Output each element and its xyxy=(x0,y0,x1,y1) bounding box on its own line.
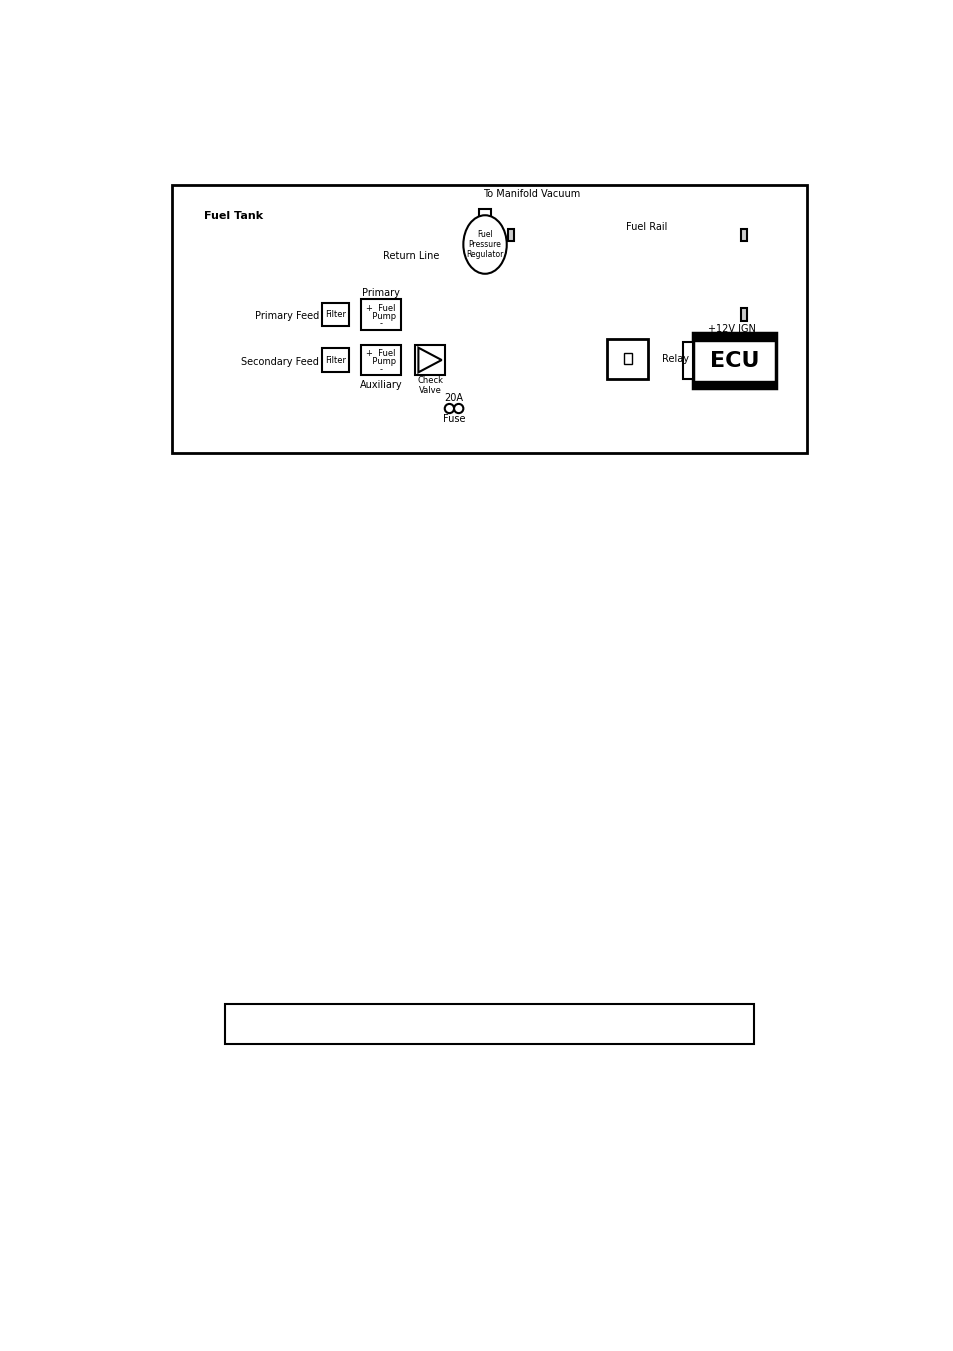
Bar xyxy=(322,303,349,326)
Polygon shape xyxy=(418,347,441,373)
Bar xyxy=(478,209,491,216)
Text: Pump: Pump xyxy=(366,312,395,320)
Text: Return Line: Return Line xyxy=(382,251,438,261)
Text: Primary Feed: Primary Feed xyxy=(254,311,319,322)
Bar xyxy=(623,353,631,363)
Bar xyxy=(224,1004,753,1044)
Bar xyxy=(682,342,692,380)
Ellipse shape xyxy=(463,215,506,274)
Bar xyxy=(360,299,401,330)
Text: Filter: Filter xyxy=(325,311,346,319)
Bar xyxy=(692,334,776,340)
Text: Relay: Relay xyxy=(661,354,688,365)
Bar xyxy=(607,339,647,380)
Bar xyxy=(692,381,776,389)
Text: Fuel Tank: Fuel Tank xyxy=(204,211,263,222)
Bar xyxy=(415,345,444,376)
Circle shape xyxy=(444,404,454,413)
Bar xyxy=(740,230,746,242)
Text: Fuel Rail: Fuel Rail xyxy=(625,222,666,232)
Text: Fuse: Fuse xyxy=(442,415,465,424)
Text: Primary: Primary xyxy=(362,288,399,299)
Text: Check
Valve: Check Valve xyxy=(416,376,442,394)
Text: ECU: ECU xyxy=(709,351,759,370)
Text: Secondary Feed: Secondary Feed xyxy=(241,357,319,366)
Bar xyxy=(692,334,776,389)
Bar xyxy=(360,345,401,376)
Bar xyxy=(740,308,746,320)
Text: +  Fuel: + Fuel xyxy=(366,304,395,313)
Text: Pump: Pump xyxy=(366,357,395,366)
Text: -: - xyxy=(379,319,382,328)
Circle shape xyxy=(454,404,463,413)
Bar xyxy=(172,185,806,453)
Text: Fuel
Pressure
Regulator: Fuel Pressure Regulator xyxy=(466,230,503,259)
Text: 20A: 20A xyxy=(444,393,463,403)
Text: +  Fuel: + Fuel xyxy=(366,350,395,358)
Text: Auxiliary: Auxiliary xyxy=(359,380,402,389)
Text: -: - xyxy=(379,365,382,374)
Text: Filter: Filter xyxy=(325,355,346,365)
Bar xyxy=(322,349,349,372)
Text: +12V IGN: +12V IGN xyxy=(707,324,755,334)
Bar xyxy=(507,230,513,242)
Text: To Manifold Vacuum: To Manifold Vacuum xyxy=(482,189,579,200)
